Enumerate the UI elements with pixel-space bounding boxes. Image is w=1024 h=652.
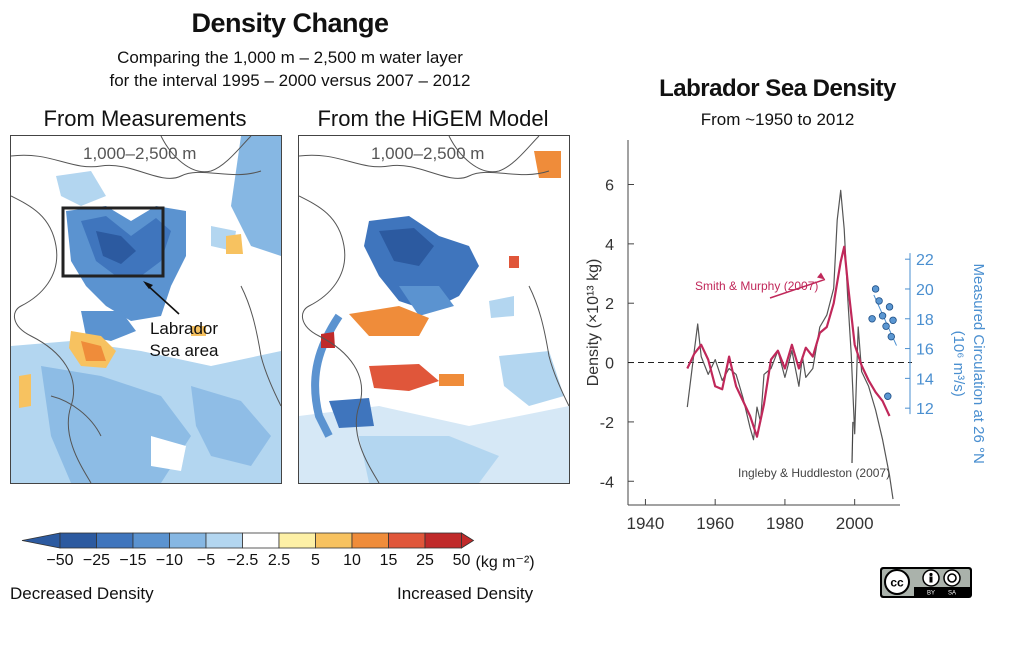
colorbar-cell (278, 532, 316, 549)
x-tick-label: 1960 (696, 514, 734, 533)
map-depth-label-measurements: 1,000–2,500 m (83, 144, 197, 163)
x-tick-label: 2000 (836, 514, 874, 533)
cc-text: cc (890, 576, 904, 590)
y2-tick-label: 20 (916, 282, 934, 299)
colorbar-tick-label: 10 (343, 552, 361, 569)
cc-by-text: BY (927, 591, 935, 597)
colorbar-cell (169, 532, 207, 549)
colorbar-tick-label: −15 (119, 552, 147, 569)
colorbar-tick-label: 25 (416, 552, 434, 569)
colorbar-tick-label: −2.5 (226, 552, 259, 569)
colorbar-tick-label: 15 (379, 552, 398, 569)
circulation-point (887, 332, 895, 341)
figure-title: Density Change (191, 8, 389, 38)
labrador-density-chart: -4 -2 0 2 4 6 1940 1960 1980 2000 Density (×10¹³ k… (585, 140, 987, 533)
map-measurements: 1,000–2,500 m Labrador Sea area (10, 135, 282, 484)
circulation-point (884, 392, 892, 400)
colorbar (21, 532, 475, 549)
y-axis-label: Density (×10¹³ kg) (585, 259, 602, 387)
y2-tick-label: 22 (916, 252, 934, 269)
x-tick-label: 1980 (766, 514, 804, 533)
map-measurements-graphic (11, 136, 281, 483)
y2-tick-label: 14 (916, 371, 934, 388)
increased-density-caption: Increased Density (397, 584, 534, 603)
map-higem-graphic (299, 136, 569, 483)
x-tick-label: 1940 (627, 514, 665, 533)
y-tick-label: 6 (605, 178, 614, 195)
circulation-point (871, 285, 880, 293)
colorbar-cell (351, 532, 389, 549)
y-tick-label: -2 (600, 415, 614, 432)
colorbar-labels: −50 −25 −15 −10 −5 −2.5 2.5 5 10 15 25 50 (kg m⁻²) (20, 552, 580, 572)
colorbar-arrow-right (461, 532, 475, 549)
series-line-smith-murphy (686, 245, 891, 438)
colorbar-arrow-left (21, 532, 61, 549)
smith-murphy-label: Smith & Murphy (2007) (695, 279, 818, 293)
smith-murphy-arrowhead (817, 272, 825, 280)
circulation-point (885, 303, 894, 311)
colorbar-unit: (kg m⁻²) (475, 554, 535, 571)
colorbar-tick-label: −5 (196, 552, 216, 569)
figure-subtitle-line1: Comparing the 1,000 m – 2,500 m water la… (117, 48, 463, 67)
colorbar-tick-label: 50 (452, 552, 471, 569)
y2-tick-label: 12 (916, 401, 934, 418)
circulation-point (878, 312, 887, 320)
labrador-annotation-line2: Sea area (149, 341, 219, 360)
labrador-annotation-line1: Labrador (149, 319, 219, 338)
y-tick-label: 0 (605, 356, 614, 373)
y2-axis-label-line1: Measured Circulation at 26 °N (970, 264, 987, 464)
y2-tick-label: 18 (916, 312, 934, 329)
colorbar-cell (132, 532, 170, 549)
colorbar-tick-label: −25 (82, 552, 111, 569)
circulation-point (875, 297, 883, 305)
y-tick-label: 2 (605, 296, 614, 313)
y2-tick-label: 16 (916, 342, 934, 359)
cc-license-icon: cc BY SA (882, 569, 970, 597)
figure-subtitle-line2: for the interval 1995 – 2000 versus 2007… (109, 71, 471, 90)
chart-title: Labrador Sea Density (659, 75, 896, 102)
colorbar-tick-label: −10 (155, 552, 184, 569)
map-title-higem: From the HiGEM Model (317, 106, 549, 131)
y2-axis-label-line2: (10⁶ m³/s) (950, 331, 967, 397)
colorbar-cell (96, 532, 134, 549)
colorbar-cell (242, 532, 280, 549)
ingleby-huddleston-pointer (851, 421, 854, 464)
colorbar-cell (59, 532, 97, 549)
circulation-point (882, 322, 890, 330)
map-higem: 1,000–2,500 m (298, 135, 570, 484)
colorbar-cell (388, 532, 426, 549)
circulation-point (889, 316, 897, 324)
map-depth-label-higem: 1,000–2,500 m (371, 144, 485, 163)
colorbar-tick-label: 5 (311, 552, 320, 569)
y-tick-label: 4 (605, 237, 614, 254)
map-title-measurements: From Measurements (43, 106, 247, 131)
colorbar-cell (315, 532, 353, 549)
colorbar-cell (424, 532, 462, 549)
smith-murphy-pointer (769, 278, 826, 299)
colorbar-tick-label: 2.5 (267, 552, 291, 569)
colorbar-tick-label: −50 (46, 552, 74, 569)
circulation-point (868, 315, 876, 323)
cc-by-sa-badge: cc BY SA (880, 567, 972, 598)
colorbar-cell (205, 532, 243, 549)
y-tick-label: -4 (600, 474, 614, 491)
ingleby-huddleston-label: Ingleby & Huddleston (2007) (738, 466, 890, 480)
labrador-annotation: Labrador Sea area (139, 318, 229, 362)
chart-subtitle: From ~1950 to 2012 (700, 110, 855, 129)
decreased-density-caption: Decreased Density (10, 584, 154, 603)
cc-sa-text: SA (948, 591, 956, 597)
series-line-ingleby-huddleston (686, 189, 894, 500)
